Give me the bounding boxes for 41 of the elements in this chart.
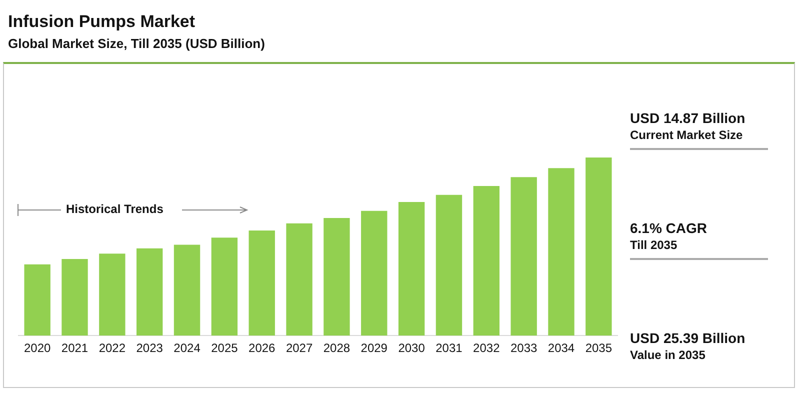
x-tick-label: 2025 [211, 341, 238, 356]
bar [436, 194, 462, 336]
bar [62, 259, 88, 336]
bar [398, 202, 425, 336]
x-tick-label: 2035 [585, 341, 612, 356]
bar [548, 168, 574, 336]
bar [361, 210, 388, 336]
bar [586, 157, 612, 336]
bar [211, 238, 238, 336]
x-tick-label: 2021 [61, 341, 88, 356]
text: USD 25.39 Billion [630, 330, 746, 346]
x-tick-label: 2033 [510, 341, 538, 356]
bar [99, 254, 126, 336]
text: Value in 2035 [630, 348, 706, 362]
text: Till 2035 [630, 238, 678, 252]
bar [286, 223, 312, 336]
chart-title: Infusion Pumps Market [8, 12, 196, 32]
x-tick-label: 2024 [174, 341, 201, 356]
x-tick-label: 2027 [286, 341, 313, 356]
x-tick-label: 2020 [24, 341, 51, 356]
bar [24, 264, 50, 336]
bar [510, 177, 537, 336]
text: USD 14.87 Billion [630, 110, 746, 126]
x-tick-label: 2032 [473, 341, 500, 356]
x-tick-label: 2029 [360, 341, 388, 356]
x-tick-label: 2023 [136, 341, 164, 356]
x-tick-label: 2034 [548, 341, 575, 356]
x-tick-label: 2026 [248, 341, 276, 356]
chart-subtitle: Global Market Size, Till 2035 (USD Billion) [8, 36, 265, 51]
text: Current Market Size [630, 128, 744, 142]
x-tick-label: 2028 [323, 341, 350, 356]
bar [248, 230, 275, 336]
x-tick-label: 2030 [398, 341, 426, 356]
bar [324, 218, 350, 336]
x-tick-label: 2022 [98, 341, 126, 356]
text: 6.1% CAGR [630, 220, 708, 236]
bar [136, 248, 163, 336]
bar [473, 186, 500, 336]
x-tick-label: 2031 [436, 341, 463, 356]
bar [174, 244, 200, 336]
annotation: Historical Trends [66, 202, 164, 216]
